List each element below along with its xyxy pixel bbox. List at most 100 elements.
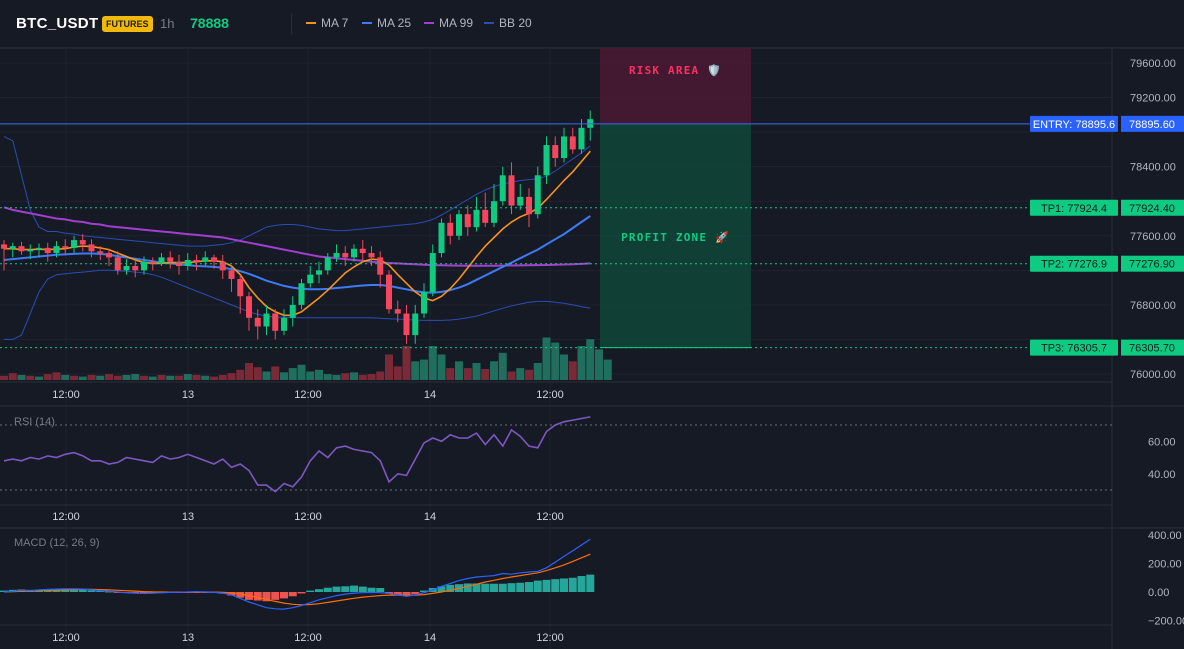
tp2-value-box (1121, 255, 1184, 272)
volume-bar (17, 374, 26, 380)
macd-tick-label: 200.00 (1148, 559, 1182, 571)
macd-histogram-bar (315, 589, 323, 592)
legend-bb20[interactable]: BB 20 (484, 16, 532, 30)
rsi-time-label: 12:00 (294, 511, 322, 523)
tp2-label: TP2: 77276.9 (1041, 259, 1107, 271)
entry-value: 78895.60 (1129, 119, 1175, 131)
timeframe-selector[interactable]: 1h (160, 16, 175, 31)
macd-histogram-bar (341, 586, 350, 592)
profit-zone (600, 123, 751, 348)
ma25-line (3, 215, 591, 294)
volume-bar (43, 374, 52, 380)
macd-histogram-bar (262, 592, 271, 602)
bb-swatch (484, 22, 494, 24)
macd-histogram-bar (52, 589, 61, 592)
symbol-name[interactable]: BTC_USDT (16, 15, 99, 32)
macd-histogram-bar (280, 592, 288, 599)
tp3-value-box (1121, 339, 1184, 356)
macd-histogram-bar (227, 592, 236, 596)
candle-body (193, 259, 200, 262)
volume-bar (332, 374, 341, 380)
candle-body (97, 251, 104, 254)
macd-histogram-bar (463, 583, 472, 592)
legend-ma7[interactable]: MA 7 (306, 16, 348, 30)
macd-histogram-bar (411, 592, 420, 595)
candle-body (569, 136, 576, 150)
ma7-swatch (306, 22, 316, 24)
candle-body (246, 296, 252, 318)
macd-histogram-bar (472, 583, 481, 592)
candle-body (123, 266, 130, 271)
legend-ma99-label: MA 99 (439, 16, 474, 30)
candle-body (429, 253, 436, 292)
candle-body (219, 261, 226, 271)
ma99-line (3, 206, 591, 267)
candle-body (263, 313, 270, 327)
candle-body (561, 136, 567, 159)
volume-bar (603, 359, 612, 380)
price-tick-label: 79200.00 (1130, 93, 1176, 105)
macd-histogram-bar (577, 576, 586, 592)
candle-body (543, 145, 550, 176)
volume-bar (455, 361, 463, 380)
volume-bar (87, 374, 96, 380)
candle-body (377, 257, 384, 275)
volume-bar (210, 376, 218, 380)
volume-bar (122, 374, 131, 380)
macd-histogram-bar (481, 583, 490, 592)
volume-bar (52, 372, 61, 380)
price-tick-label: 77600.00 (1130, 231, 1176, 243)
time-label: 12:00 (294, 389, 322, 401)
volume-bar (0, 375, 8, 380)
volume-bar (490, 361, 498, 380)
volume-bar (148, 376, 157, 380)
candle-body (482, 209, 489, 223)
candle-body (412, 313, 419, 336)
legend-ma99[interactable]: MA 99 (424, 16, 473, 30)
macd-histogram-bar (376, 588, 385, 592)
macd-histogram-bar (393, 592, 402, 595)
candle-body (176, 261, 182, 267)
macd-histogram-bar (236, 592, 245, 598)
volume-bar (70, 375, 78, 380)
candle-body (202, 257, 209, 262)
volume-bar (105, 374, 113, 380)
entry-label: ENTRY: 78895.6 (1033, 119, 1115, 131)
volume-bar (288, 368, 297, 380)
macd-line (3, 538, 591, 610)
candle-body (106, 253, 112, 258)
tp3-label-box (1030, 339, 1118, 356)
price-levels (0, 123, 1112, 349)
volume-bar (61, 374, 70, 380)
volume-bar (525, 369, 533, 380)
candle-body (342, 253, 349, 258)
candle-body (9, 246, 16, 249)
macd-time-label: 12:00 (536, 632, 564, 644)
candle-body (62, 246, 69, 248)
ma25-swatch (362, 22, 372, 24)
volume-bar (507, 371, 516, 380)
entry-value-box (1121, 115, 1184, 132)
candle-body (27, 249, 34, 252)
macd-histogram-bar (498, 583, 507, 592)
ma99-swatch (424, 22, 434, 24)
volume-bar (192, 374, 201, 380)
macd-tick-label: −200.00 (1148, 616, 1184, 628)
volume-bar (315, 369, 323, 380)
macd-histogram-bar (586, 574, 595, 592)
candle-body (132, 266, 139, 271)
legend-ma25[interactable]: MA 25 (362, 16, 411, 30)
candle-body (534, 175, 541, 215)
candle-body (211, 257, 217, 262)
volume-bar (428, 346, 437, 380)
macd-histogram-bar (420, 590, 428, 592)
volume-bars (0, 337, 612, 380)
macd-histogram-bar (306, 590, 315, 592)
candle-body (456, 214, 462, 236)
last-price: 78888 (190, 15, 229, 31)
volume-bar (131, 374, 140, 380)
candle-body (473, 209, 480, 228)
macd-histogram-bar (332, 586, 341, 592)
candle-body (114, 257, 121, 271)
